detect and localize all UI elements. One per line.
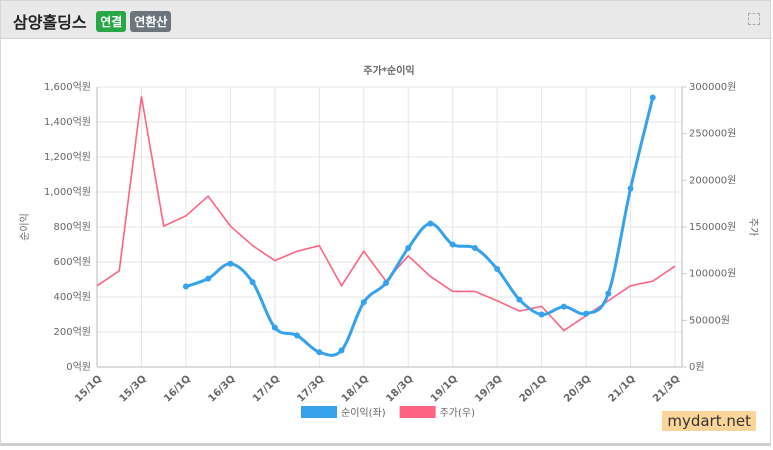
data-point <box>205 275 212 282</box>
series-line <box>96 96 676 332</box>
data-point <box>605 290 612 297</box>
company-name: 삼양홀딩스 <box>13 13 87 32</box>
data-point <box>316 349 323 356</box>
expand-icon[interactable] <box>748 13 760 25</box>
x-tick-label: 17/1Q <box>251 373 282 404</box>
data-point <box>560 303 567 310</box>
data-point <box>494 266 501 272</box>
x-tick-label: 18/1Q <box>340 373 371 404</box>
y-tick-label: 600억원 <box>54 256 92 268</box>
y-axis-label: 순이익 <box>19 213 31 241</box>
x-tick-label: 20/1Q <box>518 373 549 404</box>
y2-tick-label: 200000원 <box>689 174 736 186</box>
x-tick-label: 17/3Q <box>295 373 326 404</box>
badge[interactable]: 연환산 <box>130 11 172 32</box>
data-point <box>294 332 301 339</box>
y-tick-label: 800억원 <box>54 221 92 233</box>
legend-label: 주가(우) <box>440 407 476 419</box>
y2-tick-label: 250000원 <box>689 128 736 140</box>
header: 삼양홀딩스 연결 연환산 <box>1 1 770 39</box>
y-tick-label: 200억원 <box>54 326 92 338</box>
x-tick-label: 15/1Q <box>73 373 104 404</box>
watermark: mydart.net <box>662 411 756 431</box>
y-tick-label: 0억원 <box>66 361 91 373</box>
data-point <box>516 296 523 303</box>
data-point <box>360 299 367 306</box>
legend-swatch <box>399 406 436 418</box>
y2-tick-label: 0원 <box>689 361 705 373</box>
data-point <box>249 279 256 286</box>
x-tick-label: 21/1Q <box>607 373 638 404</box>
x-tick-label: 15/3Q <box>118 373 149 404</box>
x-tick-label: 18/3Q <box>384 373 415 404</box>
y2-tick-label: 100000원 <box>689 268 736 280</box>
y-tick-label: 400억원 <box>54 291 92 303</box>
x-tick-label: 21/3Q <box>651 373 682 404</box>
x-tick-label: 19/3Q <box>473 373 504 404</box>
data-point <box>449 241 456 248</box>
chart-title: 주가*순이익 <box>363 64 414 77</box>
data-point <box>627 185 634 192</box>
data-point <box>583 310 590 317</box>
y2-axis-label: 주가 <box>747 218 759 236</box>
y2-tick-label: 300000원 <box>689 81 736 93</box>
data-point <box>227 260 234 267</box>
legend-label: 순이익(좌) <box>341 407 386 419</box>
data-point <box>427 220 434 227</box>
data-point <box>338 347 345 354</box>
y-tick-label: 1,000억원 <box>44 186 91 198</box>
x-tick-label: 16/1Q <box>162 373 193 404</box>
data-point <box>383 280 389 286</box>
badge[interactable]: 연결 <box>96 11 127 32</box>
x-tick-label: 19/1Q <box>429 373 460 404</box>
data-point <box>471 245 478 251</box>
data-point <box>405 245 412 251</box>
y-tick-label: 1,400억원 <box>44 116 91 128</box>
data-point <box>649 94 656 101</box>
y2-tick-label: 50000원 <box>689 314 730 326</box>
x-tick-label: 16/3Q <box>206 373 237 404</box>
y2-tick-label: 150000원 <box>689 221 736 233</box>
series-line <box>185 97 655 357</box>
y-tick-label: 1,600억원 <box>44 81 91 93</box>
data-point <box>182 283 189 290</box>
x-tick-label: 20/3Q <box>562 373 593 404</box>
legend-swatch <box>301 406 337 418</box>
y-tick-label: 1,200억원 <box>44 151 91 163</box>
data-point <box>271 324 278 331</box>
company-title: 삼양홀딩스 연결 연환산 <box>13 9 172 33</box>
data-point <box>538 311 545 318</box>
